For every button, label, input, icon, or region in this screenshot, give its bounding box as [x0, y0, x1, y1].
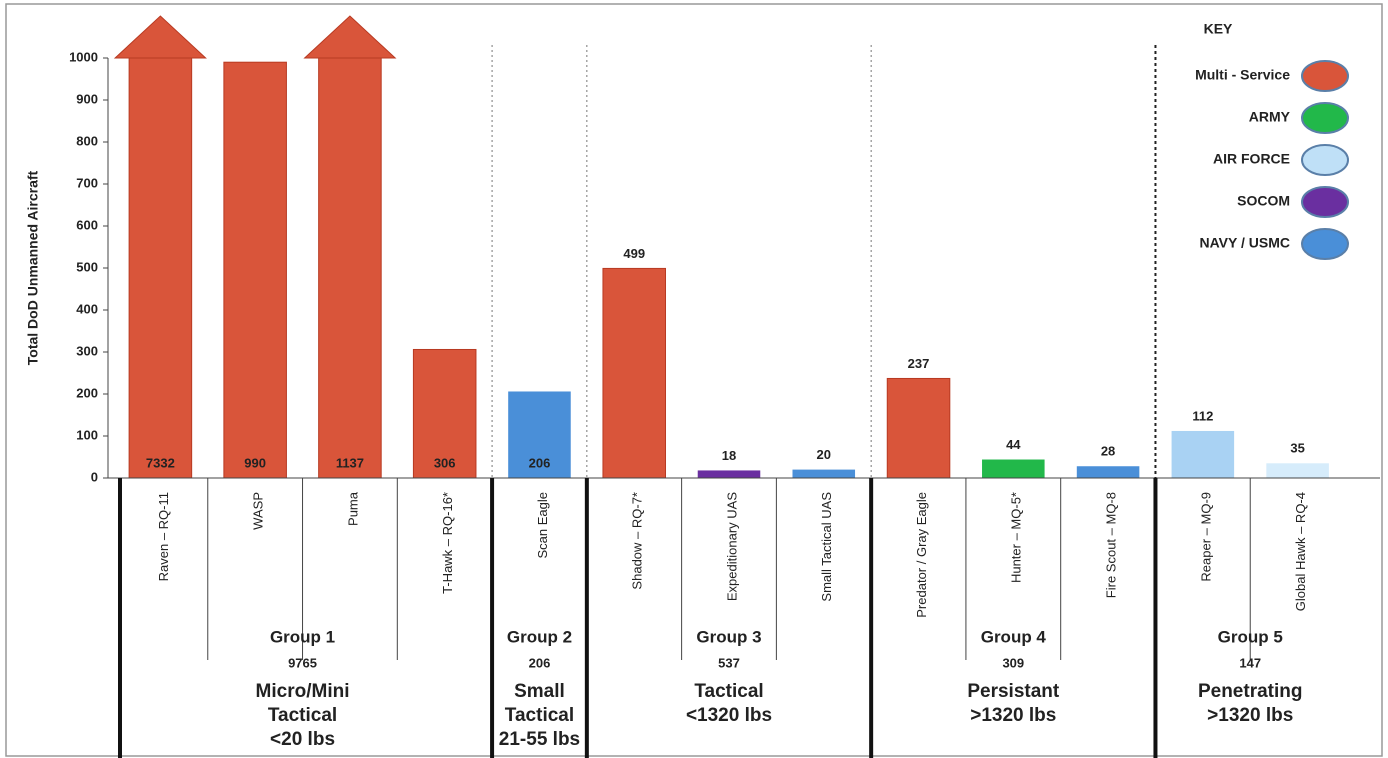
value-label: 28	[1101, 444, 1115, 459]
category-label: Global Hawk – RQ-4	[1293, 492, 1308, 611]
legend-title: KEY	[1204, 21, 1233, 37]
group-description: Tactical	[268, 705, 337, 726]
category-label: Puma	[345, 491, 360, 526]
y-tick-label: 0	[91, 469, 98, 484]
group-total: 537	[718, 655, 740, 670]
value-label: 990	[244, 455, 266, 470]
category-label: Small Tactical UAS	[819, 492, 834, 602]
category-label: Hunter – MQ-5*	[1009, 492, 1024, 583]
category-label: Raven – RQ-11	[156, 492, 171, 581]
bar	[602, 267, 667, 479]
legend-swatch	[1301, 102, 1349, 134]
category-label: Reaper – MQ-9	[1198, 492, 1213, 582]
group-description: Persistant	[967, 681, 1060, 702]
legend-label: AIR FORCE	[1213, 151, 1290, 167]
group-description: >1320 lbs	[1207, 705, 1293, 726]
y-tick-label: 800	[76, 133, 98, 148]
group-name: Group 4	[981, 627, 1047, 646]
legend-swatch	[1301, 144, 1349, 176]
overflow-arrow	[113, 15, 207, 59]
bar	[792, 469, 856, 478]
category-label: WASP	[251, 492, 266, 530]
legend-label: SOCOM	[1237, 193, 1290, 209]
bar	[886, 377, 951, 479]
frame	[5, 3, 1383, 757]
category-label: Expeditionary UAS	[724, 492, 739, 601]
bar	[697, 470, 761, 478]
value-label: 306	[434, 455, 456, 470]
group-total: 309	[1002, 655, 1024, 670]
category-label: T-Hawk – RQ-16*	[440, 492, 455, 594]
group-total: 9765	[288, 655, 317, 670]
bar	[128, 58, 193, 479]
y-tick-label: 200	[76, 385, 98, 400]
group-name: Group 3	[696, 627, 761, 646]
group-description: Small	[514, 681, 565, 702]
legend-swatch	[1301, 60, 1349, 92]
bar	[1266, 463, 1329, 478]
value-label: 7332	[146, 455, 175, 470]
bar	[982, 459, 1045, 478]
y-axis-label: Total DoD Unmanned Aircraft	[25, 170, 41, 365]
legend-label: Multi - Service	[1195, 67, 1290, 83]
group-description: <1320 lbs	[686, 705, 772, 726]
bar	[508, 391, 571, 478]
value-label: 20	[817, 447, 831, 462]
y-tick-label: 600	[76, 217, 98, 232]
legend-swatch	[1301, 228, 1349, 260]
category-label: Predator / Gray Eagle	[914, 492, 929, 618]
y-tick-label: 700	[76, 175, 98, 190]
bar	[1076, 466, 1140, 478]
y-tick-label: 100	[76, 427, 98, 442]
bar	[318, 58, 382, 479]
value-label: 1137	[336, 455, 364, 470]
value-label: 44	[1006, 437, 1021, 452]
group-description: <20 lbs	[270, 729, 335, 750]
legend-swatch	[1301, 186, 1349, 218]
legend-label: ARMY	[1249, 109, 1291, 125]
overflow-arrow	[303, 15, 397, 59]
y-tick-label: 400	[76, 301, 98, 316]
group-total: 147	[1239, 655, 1261, 670]
category-label: Shadow – RQ-7*	[630, 492, 645, 590]
value-label: 237	[908, 356, 930, 371]
group-total: 206	[529, 655, 551, 670]
bar	[223, 61, 287, 479]
group-description: Micro/Mini	[256, 681, 350, 702]
group-description: 21-55 lbs	[499, 729, 580, 750]
category-label: Scan Eagle	[535, 492, 550, 559]
group-name: Group 2	[507, 627, 572, 646]
value-label: 499	[623, 246, 645, 261]
y-tick-label: 300	[76, 343, 98, 358]
group-description: Penetrating	[1198, 681, 1303, 702]
group-description: Tactical	[505, 705, 574, 726]
y-tick-label: 500	[76, 259, 98, 274]
plot-area	[128, 58, 1329, 479]
y-tick-label: 1000	[69, 49, 98, 64]
group-name: Group 5	[1218, 627, 1283, 646]
category-label: Fire Scout – MQ-8	[1104, 492, 1119, 598]
value-label: 18	[722, 448, 736, 463]
group-name: Group 1	[270, 627, 335, 646]
legend-label: NAVY / USMC	[1200, 235, 1291, 251]
value-label: 112	[1192, 408, 1213, 423]
bar	[412, 348, 477, 479]
bar	[1171, 430, 1235, 478]
group-description: >1320 lbs	[970, 705, 1056, 726]
value-label: 35	[1290, 441, 1304, 456]
y-tick-label: 900	[76, 91, 98, 106]
value-label: 206	[529, 455, 551, 470]
group-description: Tactical	[694, 681, 763, 702]
